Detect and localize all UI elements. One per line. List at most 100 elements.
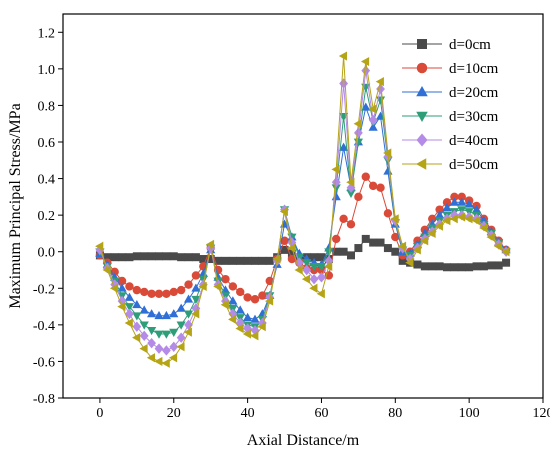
data-point bbox=[170, 288, 178, 296]
data-point bbox=[243, 293, 251, 301]
data-point bbox=[436, 262, 444, 270]
legend-label: d=50cm bbox=[449, 157, 499, 173]
data-point bbox=[132, 333, 140, 342]
data-point bbox=[184, 280, 192, 288]
x-tick-label: 0 bbox=[96, 406, 103, 421]
y-tick-label: 0.4 bbox=[38, 173, 56, 188]
data-point bbox=[118, 253, 126, 261]
data-point bbox=[362, 173, 370, 181]
data-point bbox=[473, 262, 481, 270]
legend-item: d=50cm bbox=[402, 157, 499, 173]
data-point bbox=[125, 318, 133, 327]
legend-label: d=0cm bbox=[449, 37, 491, 53]
data-point bbox=[111, 253, 119, 261]
data-point bbox=[354, 193, 362, 201]
data-point bbox=[369, 182, 377, 190]
data-point bbox=[361, 65, 370, 75]
data-point bbox=[148, 252, 156, 260]
data-point bbox=[125, 282, 133, 290]
data-point bbox=[251, 295, 259, 303]
y-tick-label: 0.8 bbox=[38, 99, 56, 114]
y-tick-label: -0.6 bbox=[33, 355, 55, 370]
legend-item: d=30cm bbox=[402, 109, 499, 125]
data-point bbox=[251, 257, 259, 265]
data-point bbox=[258, 291, 266, 299]
data-point bbox=[229, 282, 237, 290]
data-point bbox=[236, 288, 244, 296]
data-point bbox=[176, 342, 184, 351]
data-point bbox=[177, 286, 185, 294]
legend-label: d=40cm bbox=[449, 133, 499, 149]
data-point bbox=[347, 220, 355, 228]
data-point bbox=[140, 252, 148, 260]
data-point bbox=[354, 244, 362, 252]
x-tick-label: 100 bbox=[459, 406, 480, 421]
data-point bbox=[177, 253, 185, 261]
data-point bbox=[155, 290, 163, 298]
legend-label: d=20cm bbox=[449, 85, 499, 101]
data-point bbox=[487, 261, 495, 269]
data-point bbox=[450, 263, 458, 271]
y-tick-label: -0.2 bbox=[33, 282, 55, 297]
data-point bbox=[236, 257, 244, 265]
series-d=10cm bbox=[96, 173, 511, 304]
data-point bbox=[458, 263, 466, 271]
data-point bbox=[125, 253, 133, 261]
y-tick-label: 1.2 bbox=[38, 26, 56, 41]
data-point bbox=[417, 39, 427, 49]
data-point bbox=[332, 235, 340, 243]
legend-item: d=10cm bbox=[402, 61, 499, 77]
data-point bbox=[362, 235, 370, 243]
data-point bbox=[192, 271, 200, 279]
data-point bbox=[133, 252, 141, 260]
data-point bbox=[140, 321, 149, 329]
x-tick-label: 120 bbox=[533, 406, 550, 421]
data-point bbox=[495, 261, 503, 269]
data-point bbox=[417, 63, 428, 74]
y-axis-label: Maximum Principal Stress/MPa bbox=[7, 103, 24, 308]
data-point bbox=[184, 294, 193, 302]
data-point bbox=[155, 343, 164, 353]
data-point bbox=[383, 166, 392, 174]
legend-label: d=30cm bbox=[449, 109, 499, 125]
data-point bbox=[384, 244, 392, 252]
data-point bbox=[416, 112, 428, 122]
data-point bbox=[162, 290, 170, 298]
y-tick-label: -0.8 bbox=[33, 392, 55, 407]
data-point bbox=[147, 353, 155, 362]
data-point bbox=[465, 263, 473, 271]
y-axis: -0.8-0.6-0.4-0.20.00.20.40.60.81.01.2 bbox=[33, 26, 63, 407]
x-tick-label: 20 bbox=[167, 406, 181, 421]
data-point bbox=[244, 257, 252, 265]
data-point bbox=[266, 257, 274, 265]
data-point bbox=[170, 252, 178, 260]
data-point bbox=[154, 357, 162, 366]
data-point bbox=[139, 344, 147, 353]
data-point bbox=[133, 286, 141, 294]
data-point bbox=[221, 275, 229, 283]
data-point bbox=[309, 284, 317, 293]
data-point bbox=[162, 331, 171, 339]
data-point bbox=[185, 253, 193, 261]
data-point bbox=[155, 252, 163, 260]
data-point bbox=[443, 263, 451, 271]
data-point bbox=[258, 257, 266, 265]
data-point bbox=[416, 158, 426, 170]
data-point bbox=[339, 78, 348, 88]
data-point bbox=[332, 192, 341, 200]
y-tick-label: 0.0 bbox=[38, 246, 56, 261]
data-point bbox=[221, 257, 229, 265]
x-tick-label: 60 bbox=[314, 406, 328, 421]
legend: d=0cm d=10cm d=20cm d=30cm d=40cm d=50cm bbox=[402, 37, 499, 173]
data-point bbox=[339, 215, 347, 223]
data-point bbox=[480, 262, 488, 270]
y-tick-label: -0.4 bbox=[33, 319, 55, 334]
legend-item: d=0cm bbox=[402, 37, 491, 53]
data-point bbox=[428, 262, 436, 270]
data-point bbox=[502, 259, 510, 267]
data-point bbox=[417, 134, 428, 147]
y-tick-label: 1.0 bbox=[38, 63, 56, 78]
